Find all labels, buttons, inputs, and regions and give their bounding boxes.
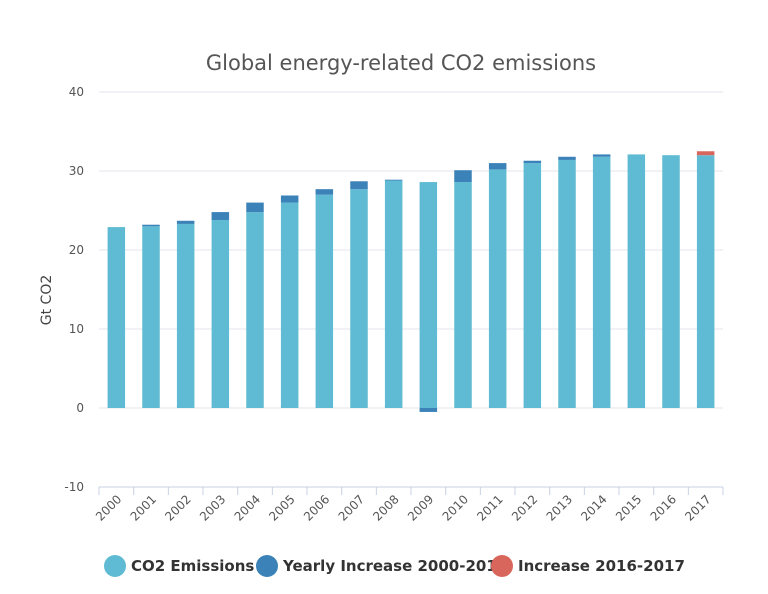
bar-segment	[142, 226, 160, 408]
legend-label: Yearly Increase 2000-2016	[283, 557, 496, 575]
bar-segment	[384, 180, 403, 408]
legend: CO2 Emissions Yearly Increase 2000-2016 …	[0, 552, 768, 582]
bar-segment	[592, 156, 611, 408]
bar-segment	[350, 181, 368, 190]
bar-segment	[107, 227, 126, 408]
bar-segment	[176, 220, 195, 224]
legend-item-yearly-increase[interactable]: Yearly Increase 2000-2016	[256, 552, 496, 580]
x-tick-label: 2001	[128, 492, 159, 523]
bar-segment	[350, 189, 368, 408]
x-tick-label: 2000	[93, 492, 124, 523]
x-tick-label: 2012	[509, 492, 540, 523]
x-tick-label: 2013	[544, 492, 575, 523]
legend-label: CO2 Emissions	[131, 557, 255, 575]
x-tick-label: 2011	[474, 492, 505, 523]
x-tick-label: 2005	[266, 492, 297, 523]
legend-marker-icon	[104, 555, 126, 577]
y-axis-label: Gt CO2	[39, 275, 55, 326]
y-tick-label: 0	[76, 401, 84, 415]
bar-segment	[176, 223, 195, 408]
bar-segment	[280, 195, 299, 203]
x-tick-label: 2004	[232, 492, 263, 523]
x-tick-label: 2010	[440, 492, 471, 523]
bar-segment	[558, 156, 576, 160]
bar-segment	[558, 159, 576, 408]
bar-segment	[315, 194, 334, 408]
bar-segment	[592, 154, 611, 157]
bar-segment	[488, 169, 507, 408]
bar-segment	[696, 151, 715, 156]
x-tick-label: 2014	[578, 492, 609, 523]
bar-segment	[384, 179, 403, 181]
x-tick-label: 2002	[162, 492, 193, 523]
bar-segment	[454, 170, 472, 183]
y-tick-label: 10	[69, 322, 84, 336]
bar-segment	[454, 182, 472, 408]
y-tick-label: 30	[69, 164, 84, 178]
bar-segment	[280, 202, 299, 408]
chart-title: Global energy-related CO2 emissions	[206, 51, 596, 75]
x-tick-label: 2006	[301, 492, 332, 523]
legend-marker-icon	[256, 555, 278, 577]
bar-segment	[627, 154, 646, 408]
bar-segment	[523, 163, 542, 408]
x-tick-label: 2008	[370, 492, 401, 523]
bar-segment	[315, 189, 334, 195]
chart-svg: Global energy-related CO2 emissions Gt C…	[39, 51, 724, 524]
bar-segment	[662, 155, 680, 408]
bars	[107, 151, 715, 412]
bar-segment	[696, 155, 715, 408]
bar-segment	[419, 182, 438, 408]
x-tick-label: 2017	[682, 492, 713, 523]
bar-segment	[142, 224, 160, 227]
legend-item-co2-emissions[interactable]: CO2 Emissions	[104, 552, 254, 580]
x-tick-label: 2009	[405, 492, 436, 523]
x-tick-label: 2016	[648, 492, 679, 523]
x-tick-label: 2015	[613, 492, 644, 523]
y-tick-label: 40	[69, 85, 84, 99]
bar-segment	[246, 212, 264, 408]
legend-label: Increase 2016-2017	[518, 557, 685, 575]
x-tick-label: 2003	[197, 492, 228, 523]
bar-segment	[211, 212, 230, 220]
bar-segment	[246, 202, 264, 213]
bar-segment	[211, 219, 230, 408]
bar-segment	[419, 408, 438, 412]
legend-item-increase-2016-2017[interactable]: Increase 2016-2017	[491, 552, 685, 580]
y-tick-label: -10	[64, 480, 84, 494]
x-tick-label: 2007	[336, 492, 367, 523]
legend-marker-icon	[491, 555, 513, 577]
y-tick-label: 20	[69, 243, 84, 257]
bar-segment	[488, 163, 507, 170]
bar-segment	[523, 160, 542, 164]
